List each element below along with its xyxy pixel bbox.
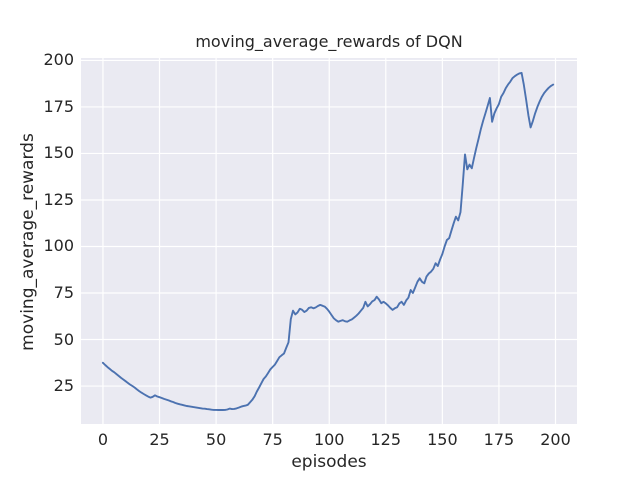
x-tick-label: 75 (262, 430, 283, 449)
y-tick-label: 125 (43, 189, 74, 209)
x-tick-label: 200 (540, 430, 571, 449)
x-axis-label: episodes (291, 452, 367, 472)
y-tick-label: 25 (53, 376, 74, 396)
x-tick-label: 125 (370, 430, 402, 449)
y-tick-label: 200 (43, 50, 74, 70)
y-tick-label: 50 (53, 329, 74, 349)
gridlines (81, 58, 577, 424)
x-tick-label: 50 (205, 430, 227, 449)
x-tick-label: 100 (313, 430, 345, 449)
reward-line-series (101, 71, 555, 411)
y-tick-label: 100 (43, 236, 74, 256)
y-tick-label: 75 (53, 283, 74, 302)
x-tick-label: 175 (483, 430, 515, 449)
chart-title: moving_average_rewards of DQN (195, 32, 463, 51)
x-tick-label: 25 (149, 430, 170, 449)
y-tick-label: 175 (43, 96, 74, 116)
x-tick-label: 150 (427, 430, 458, 449)
y-tick-label: 150 (43, 143, 74, 163)
x-tick-label: 0 (97, 430, 109, 449)
